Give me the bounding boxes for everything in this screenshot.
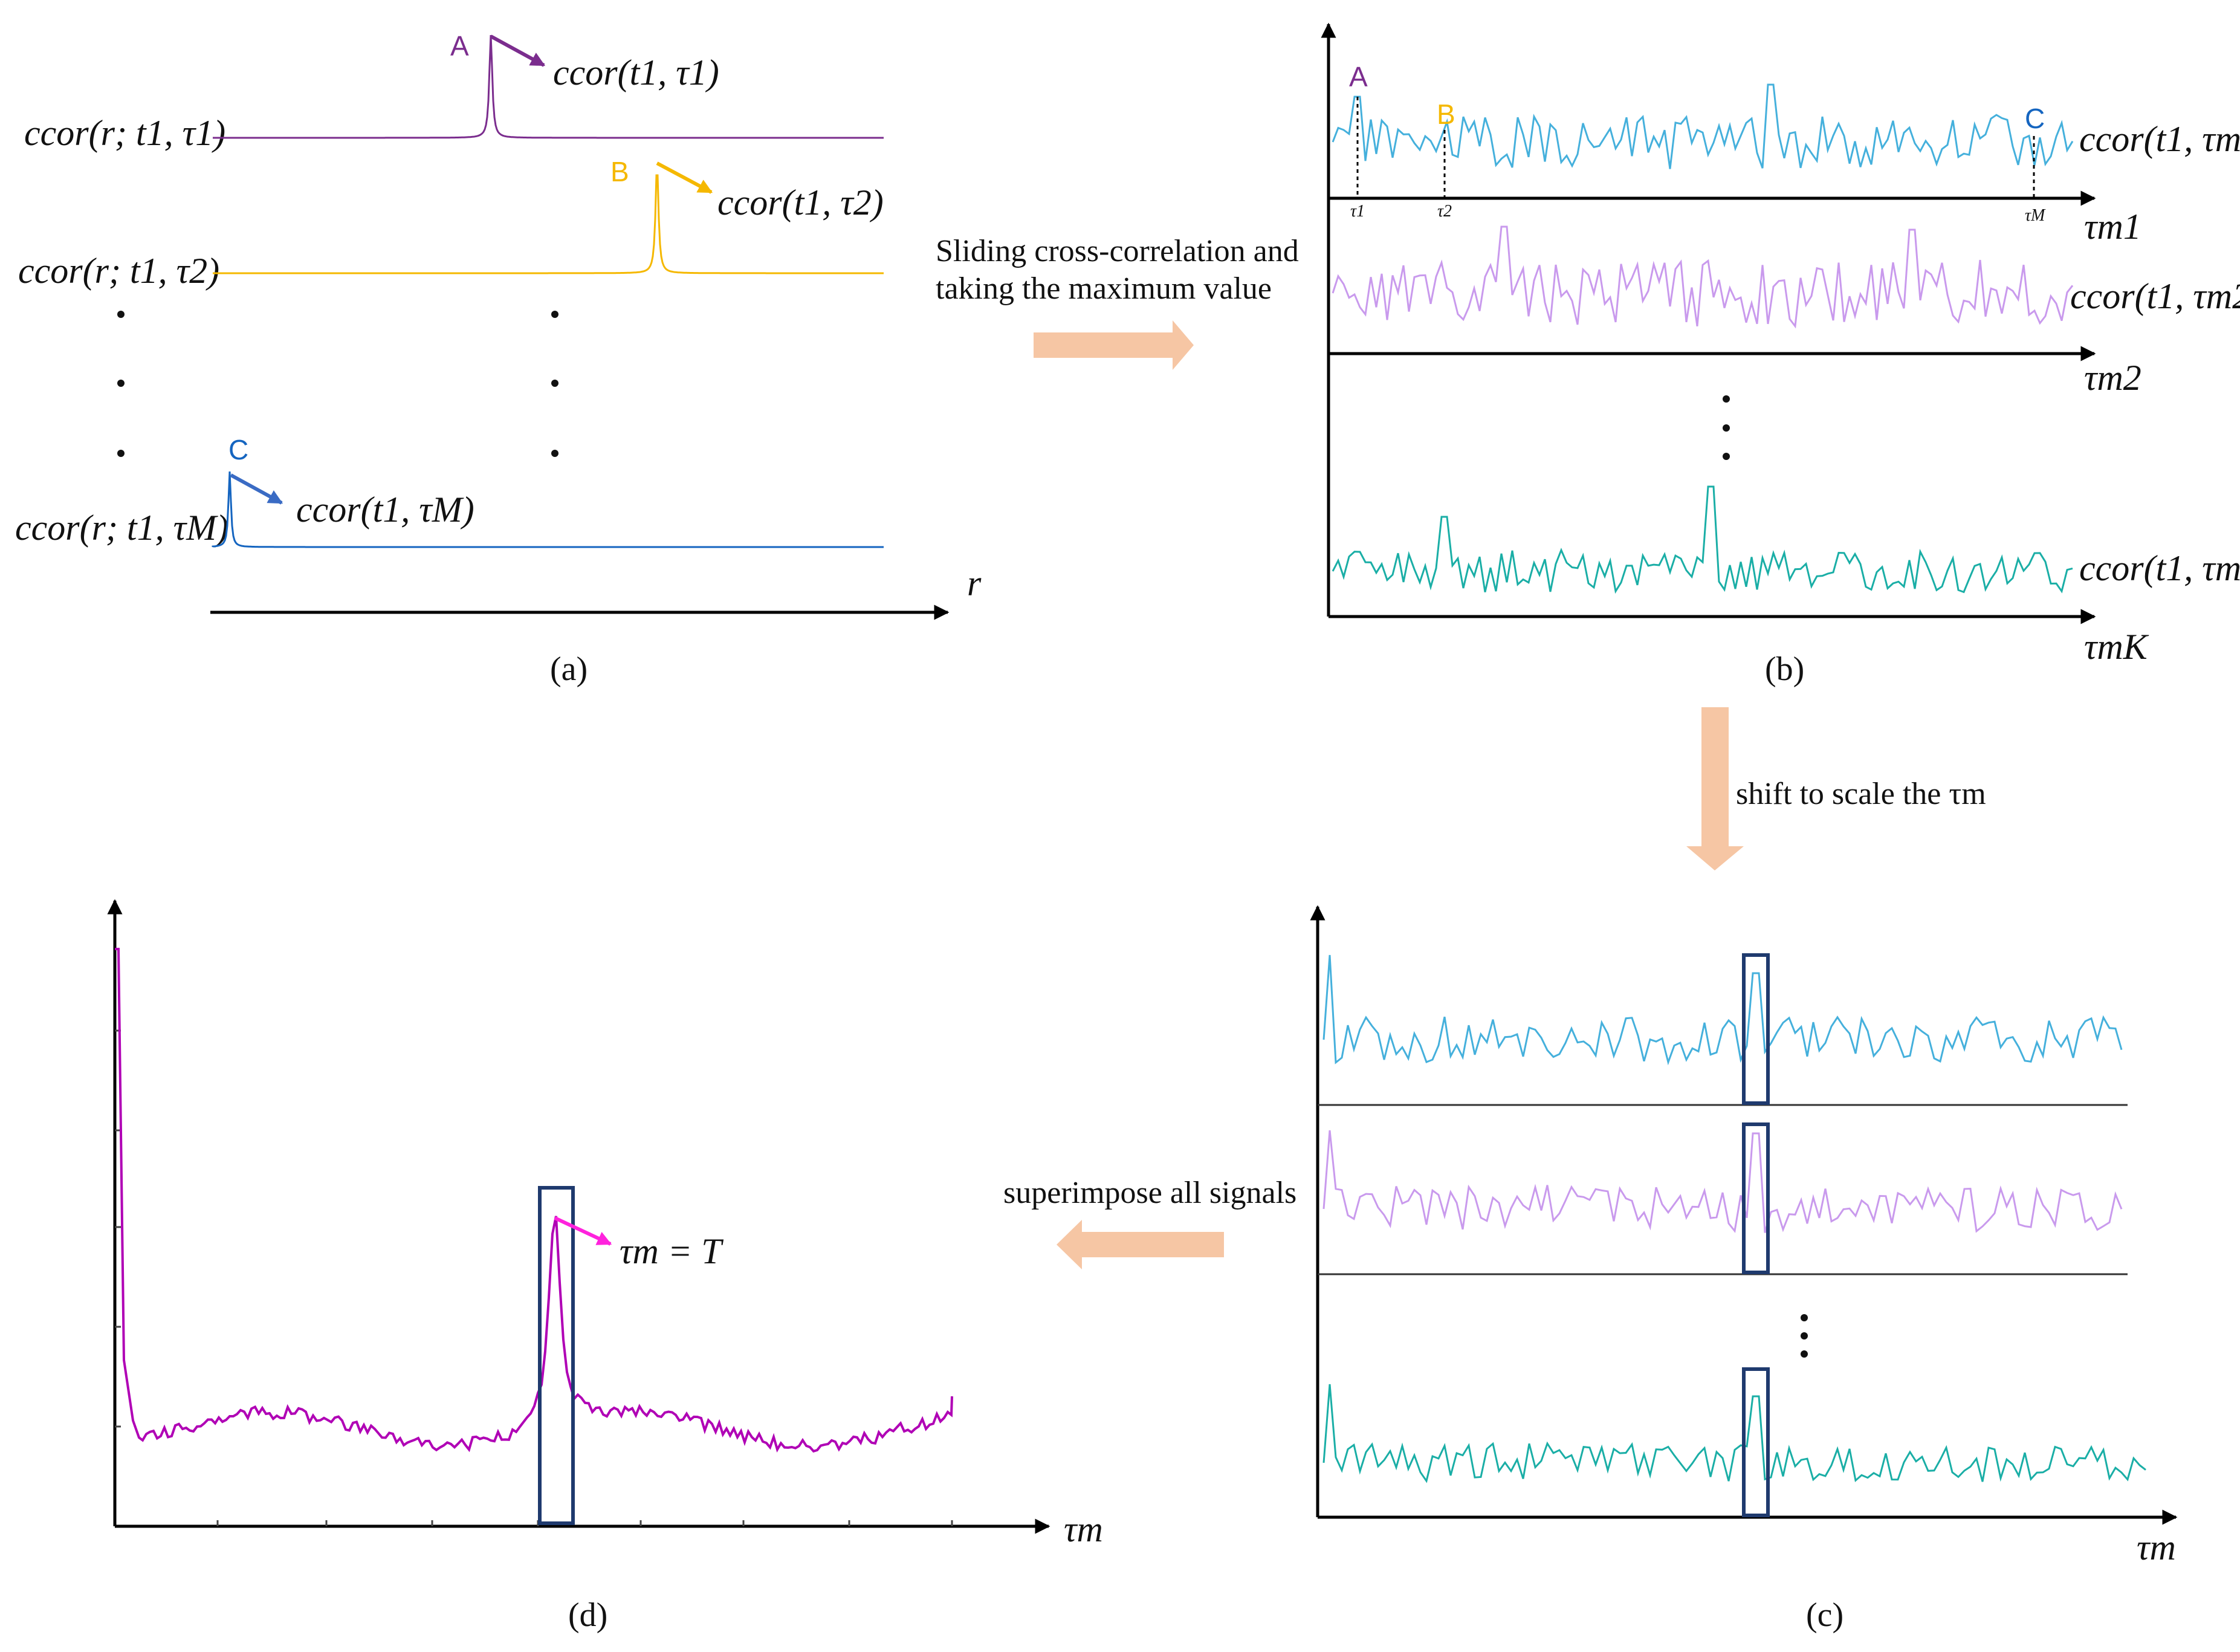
panel-a-ellipsis	[117, 311, 558, 457]
arrow-down-b-to-c	[1686, 707, 1744, 870]
panel-b-marker-letter-b: B	[1437, 99, 1455, 130]
panel-b: A B C τ1 τ2 τM ccor(t1, τm1) ccor(t1, τm…	[1321, 22, 2240, 688]
panel-a-peak-label-a: ccor(t1, τ1)	[553, 53, 719, 92]
panel-a-peak-letter-a: A	[450, 30, 469, 62]
panel-a-signal-row1	[213, 34, 884, 139]
transition-a-to-b: Sliding cross-correlation and taking the…	[936, 234, 1299, 370]
panel-b-caption: (b)	[1765, 650, 1804, 688]
transition-a-to-b-line1: Sliding cross-correlation and	[936, 234, 1299, 268]
transition-c-to-d: superimpose all signals	[1003, 1176, 1296, 1269]
panel-a-callout-arrow-b	[656, 161, 713, 194]
panel-b-tick-tau2: τ2	[1437, 202, 1452, 221]
arrow-right-a-to-b	[1034, 320, 1194, 370]
panel-b-axis-label-row2: τm2	[2084, 358, 2141, 398]
panel-b-row1-label: ccor(t1, τm1)	[2079, 119, 2240, 159]
panel-a-peak-letter-c: C	[228, 434, 248, 465]
panel-a-signal-row3	[212, 471, 884, 548]
panel-d-caption: (d)	[568, 1596, 607, 1634]
panel-a-row2-label: ccor(r; t1, τ2)	[18, 251, 219, 291]
panel-b-tick-tauM: τM	[2025, 206, 2046, 225]
panel-b-marker-letter-c: C	[2025, 103, 2045, 134]
transition-a-to-b-line2: taking the maximum value	[936, 271, 1272, 306]
panel-c-signal-row2	[1322, 1130, 2123, 1233]
panel-c: τm (c)	[1310, 905, 2178, 1634]
arrow-left-c-to-d	[1057, 1220, 1224, 1269]
panel-a-caption: (a)	[550, 650, 588, 688]
panel-b-signal-row3	[1332, 485, 2073, 594]
panel-b-row2-label: ccor(t1, τm2)	[2070, 276, 2240, 316]
panel-c-highlight-box-3	[1742, 1367, 1770, 1517]
panel-a-axis-label: r	[967, 563, 982, 603]
transition-c-to-d-label: superimpose all signals	[1003, 1176, 1296, 1210]
panel-a-peak-letter-b: B	[610, 156, 629, 187]
panel-a-callout-arrow-a	[490, 34, 546, 67]
panel-d-superimposed-signal	[115, 948, 953, 1453]
transition-b-to-c: shift to scale the τm	[1686, 707, 1986, 870]
panel-b-row3-label: ccor(t1, τmK)	[2079, 548, 2240, 588]
panel-b-ellipsis	[1723, 395, 1730, 460]
panel-c-highlight-box-1	[1742, 953, 1770, 1105]
panel-c-highlight-box-2	[1742, 1122, 1770, 1274]
panel-a-peak-label-c: ccor(t1, τM)	[296, 490, 474, 530]
panel-d-peak-label: τm = T	[620, 1231, 723, 1271]
panel-c-caption: (c)	[1806, 1596, 1843, 1634]
panel-a-row1-label: ccor(r; t1, τ1)	[24, 113, 225, 153]
panel-d-peak-arrow	[554, 1216, 612, 1246]
panel-a-peak-label-b: ccor(t1, τ2)	[717, 183, 884, 222]
panel-b-axis-label-row1: τm1	[2084, 207, 2141, 247]
panel-a: ccor(r; t1, τ1) ccor(r; t1, τ2) ccor(r; …	[15, 30, 982, 688]
panel-a-signal-row2	[213, 174, 884, 274]
panel-c-signal-row3	[1322, 1384, 2146, 1483]
panel-b-signal-row1	[1332, 83, 2074, 169]
panel-b-signal-row2	[1332, 225, 2074, 329]
panel-c-ellipsis	[1801, 1314, 1808, 1358]
panel-b-axis-label-row3: τmK	[2084, 627, 2149, 667]
panel-d: τm = T τm (d)	[107, 899, 1103, 1634]
panel-a-row3-label: ccor(r; t1, τM)	[15, 508, 228, 548]
panel-d-highlight-box	[538, 1186, 575, 1525]
panel-a-callout-arrow-c	[230, 473, 283, 505]
panel-c-axis-label: τm	[2137, 1527, 2176, 1567]
panel-d-ticks	[115, 1029, 953, 1526]
panel-b-tick-tau1: τ1	[1350, 202, 1365, 221]
panel-d-axis-label: τm	[1064, 1509, 1103, 1549]
panel-c-signal-row1	[1322, 954, 2123, 1066]
panel-b-marker-letter-a: A	[1349, 61, 1368, 92]
transition-b-to-c-label: shift to scale the τm	[1736, 777, 1986, 811]
